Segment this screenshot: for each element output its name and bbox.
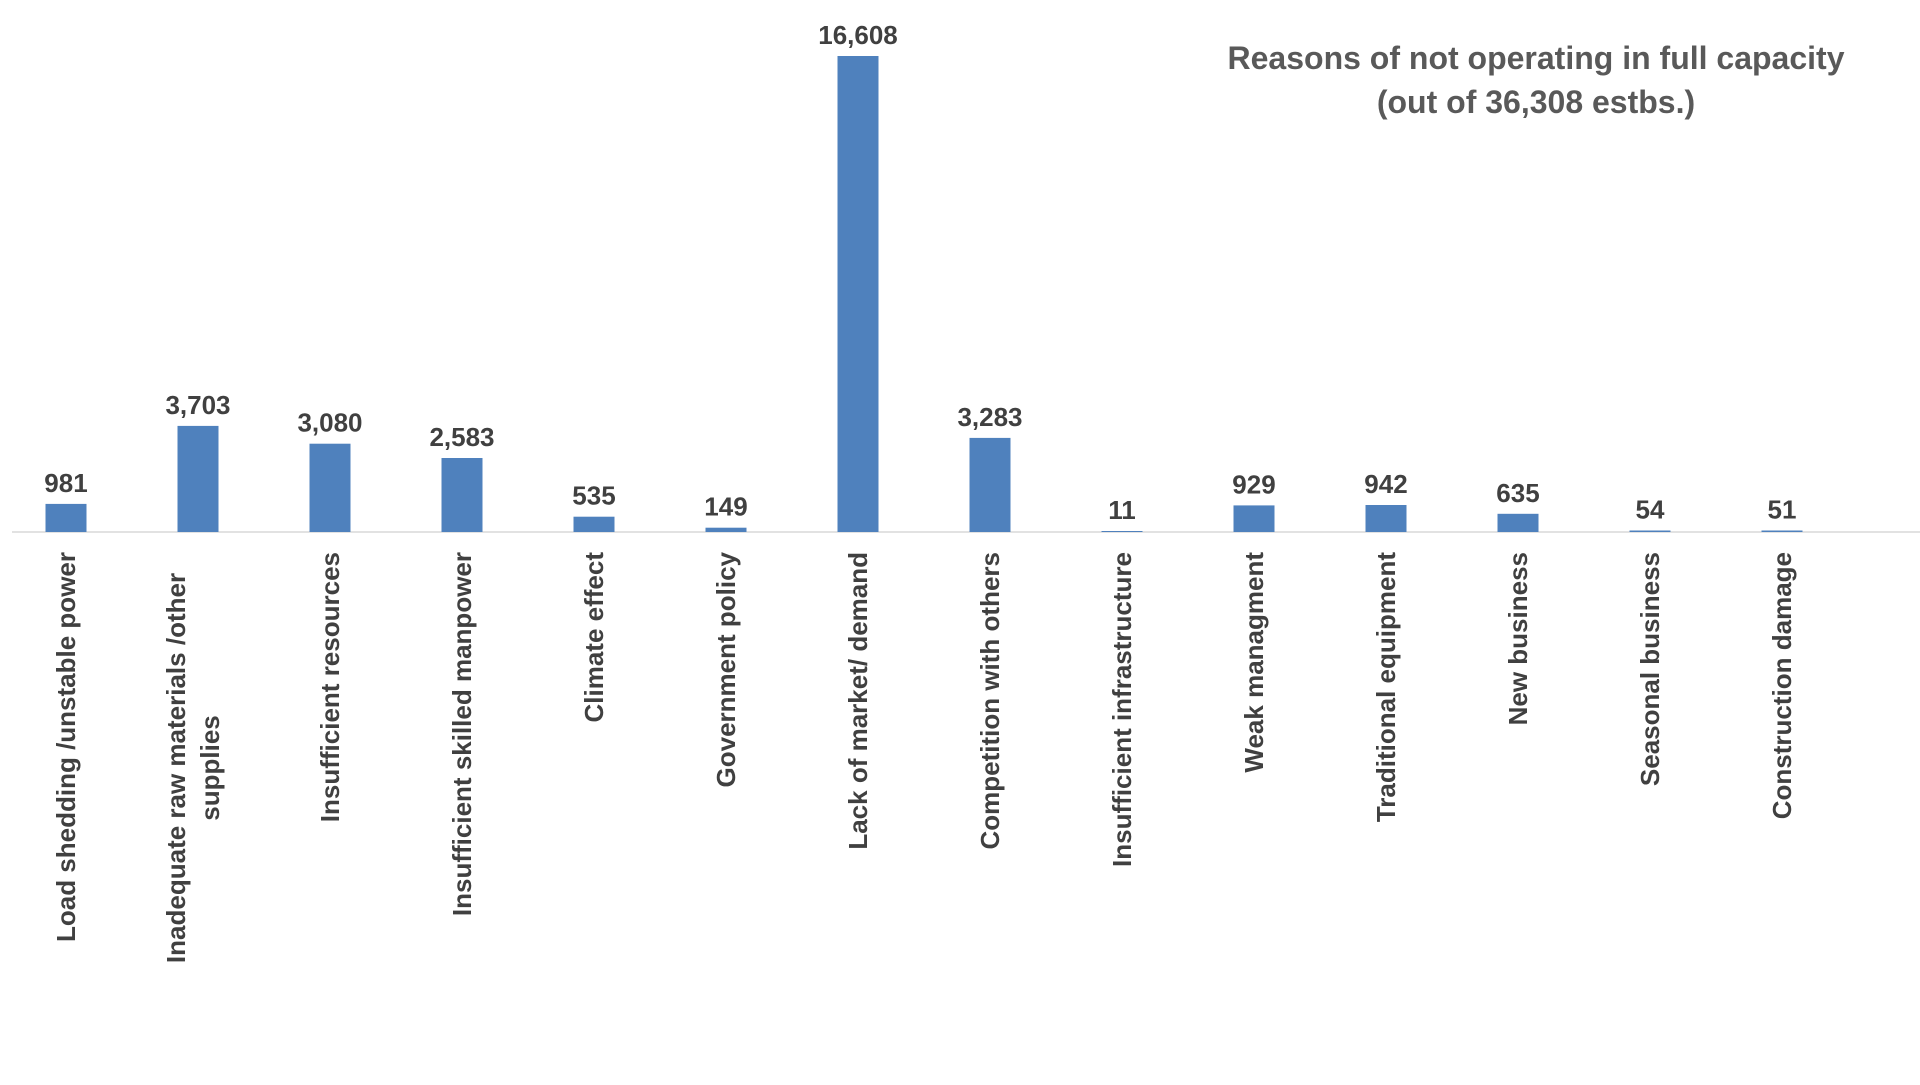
bar-5 xyxy=(573,516,615,532)
category-label-1: Load shedding /unstable power xyxy=(51,552,81,942)
data-label-10: 929 xyxy=(1232,469,1275,499)
category-label-3: Insufficient resources xyxy=(315,552,345,822)
bar-9 xyxy=(1101,531,1143,532)
bar-11 xyxy=(1365,505,1407,532)
data-label-6: 149 xyxy=(704,492,747,522)
data-label-2: 3,703 xyxy=(165,390,230,420)
bar-7 xyxy=(837,56,879,532)
bar-10 xyxy=(1233,505,1275,532)
category-label-12: New business xyxy=(1503,552,1533,725)
bar-3 xyxy=(309,443,351,532)
data-label-4: 2,583 xyxy=(429,422,494,452)
category-label-11: Traditional equipment xyxy=(1371,552,1401,822)
category-label-14: Construction damage xyxy=(1767,552,1797,819)
bar-12 xyxy=(1497,513,1539,532)
category-label-9: Insufficient infrastructure xyxy=(1107,552,1137,867)
data-label-12: 635 xyxy=(1496,478,1539,508)
data-label-9: 11 xyxy=(1108,495,1136,525)
category-label-5: Climate effect xyxy=(579,552,609,723)
data-label-7: 16,608 xyxy=(818,20,898,50)
bar-8 xyxy=(969,437,1011,532)
bar-6 xyxy=(705,527,747,532)
data-label-1: 981 xyxy=(44,468,87,498)
bar-1 xyxy=(45,503,87,532)
category-label-2-line-2: supplies xyxy=(195,715,225,820)
data-label-13: 54 xyxy=(1636,495,1665,525)
category-label-10: Weak managment xyxy=(1239,552,1269,773)
chart-subtitle: (out of 36,308 estbs.) xyxy=(1376,84,1696,120)
category-label-4: Insufficient skilled manpower xyxy=(447,552,477,916)
category-label-7: Lack of market/ demand xyxy=(843,552,873,850)
category-label-6: Government policy xyxy=(711,551,741,787)
category-label-13: Seasonal business xyxy=(1635,552,1665,786)
data-label-14: 51 xyxy=(1768,495,1797,525)
data-label-5: 535 xyxy=(572,481,615,511)
bar-13 xyxy=(1629,530,1671,532)
category-label-8: Competition with others xyxy=(975,552,1005,850)
data-label-3: 3,080 xyxy=(297,408,362,438)
category-label-2: Inadequate raw materials /other supplies xyxy=(161,573,225,963)
bar-14 xyxy=(1761,530,1803,532)
data-label-8: 3,283 xyxy=(957,402,1022,432)
chart-title: Reasons of not operating in full capacit… xyxy=(1227,40,1845,76)
category-label-2-line-1: Inadequate raw materials /other xyxy=(161,573,191,963)
data-label-11: 942 xyxy=(1364,469,1407,499)
bar-2 xyxy=(177,425,219,532)
bar-4 xyxy=(441,458,483,532)
chart-title-block: Reasons of not operating in full capacit… xyxy=(1176,36,1896,124)
